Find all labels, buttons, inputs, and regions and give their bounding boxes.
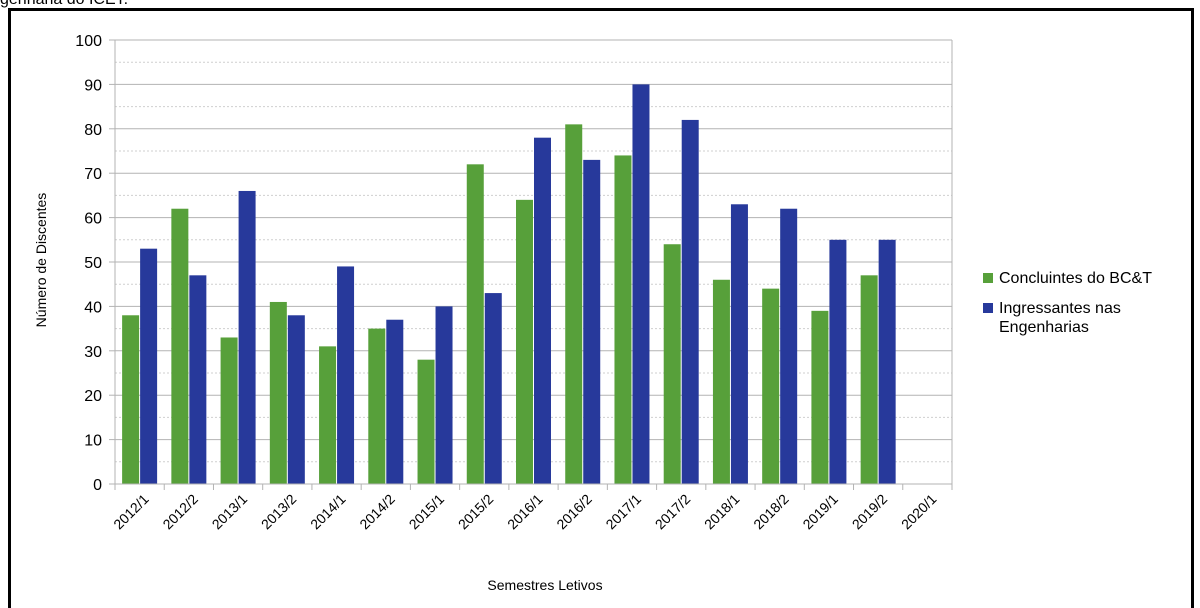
bar-ingressantes xyxy=(386,319,404,484)
bar-ingressantes xyxy=(238,190,256,484)
bar-concluintes xyxy=(368,328,386,484)
legend-label: Concluintes do BC&T xyxy=(999,270,1152,287)
bar-ingressantes xyxy=(878,239,896,484)
x-tick-label: 2017/2 xyxy=(652,491,694,533)
x-tick-label: 2012/2 xyxy=(159,491,201,533)
bar-ingressantes xyxy=(829,239,847,484)
legend-swatch xyxy=(983,303,993,313)
x-tick-label: 2019/2 xyxy=(849,491,891,533)
y-tick-label: 60 xyxy=(84,211,102,228)
x-tick-label: 2018/2 xyxy=(750,491,792,533)
x-tick-label: 2017/1 xyxy=(602,491,644,533)
x-tick-label: 2016/1 xyxy=(504,491,546,533)
bar-ingressantes xyxy=(681,119,699,485)
y-tick-label: 10 xyxy=(84,433,102,450)
bar-ingressantes xyxy=(534,137,551,484)
x-tick-labels: 2012/1 2012/2 2013/1 2013/2 2014/1 2014/2 2015… xyxy=(110,491,940,533)
x-axis-label: Semestres Letivos xyxy=(487,577,602,593)
bar-concluintes xyxy=(762,288,780,484)
y-axis-label: Número de Discentes xyxy=(33,193,49,328)
legend-label: Ingressantes nas xyxy=(999,300,1121,317)
bar-concluintes xyxy=(811,310,829,484)
legend-label: Engenharias xyxy=(999,319,1089,336)
bar-ingressantes xyxy=(140,248,158,484)
y-tick-label: 80 xyxy=(84,122,102,139)
y-tick-label: 30 xyxy=(84,344,102,361)
y-tick-label: 20 xyxy=(84,388,102,405)
axes xyxy=(109,39,953,490)
bar-concluintes xyxy=(171,208,189,484)
x-tick-label: 2014/1 xyxy=(307,491,349,533)
bar-concluintes xyxy=(319,346,337,484)
x-tick-label: 2014/2 xyxy=(356,491,398,533)
y-tick-label: 70 xyxy=(84,166,102,183)
x-tick-label: 2020/1 xyxy=(898,491,940,533)
bar-ingressantes xyxy=(780,208,798,484)
bar-concluintes xyxy=(565,124,583,485)
bar-ingressantes xyxy=(583,159,601,484)
bar-concluintes xyxy=(122,315,140,484)
bar-concluintes xyxy=(466,164,484,484)
bar-concluintes xyxy=(516,199,533,484)
legend-swatch xyxy=(983,273,993,283)
y-tick-label: 90 xyxy=(84,77,102,94)
legend: Concluintes do BC&T Ingressantes nas Engen… xyxy=(983,270,1152,336)
x-tick-label: 2015/2 xyxy=(455,491,497,533)
bar-ingressantes xyxy=(632,84,650,485)
bar-concluintes xyxy=(220,337,238,484)
x-tick-label: 2019/1 xyxy=(799,491,841,533)
bar-concluintes xyxy=(663,244,681,484)
bar-ingressantes xyxy=(435,306,453,484)
y-tick-label: 40 xyxy=(84,299,102,316)
x-tick-label: 2012/1 xyxy=(110,491,152,533)
bar-concluintes xyxy=(269,301,287,484)
bars xyxy=(122,84,896,485)
y-tick-label: 100 xyxy=(75,33,102,50)
x-tick-label: 2015/1 xyxy=(406,491,448,533)
y-tick-labels: 0 10 20 30 40 50 60 70 80 90 100 xyxy=(75,33,102,494)
caption-fragment: genharia do ICET. xyxy=(0,0,128,9)
x-tick-label: 2013/1 xyxy=(209,491,251,533)
bar-concluintes xyxy=(417,359,435,484)
bar-ingressantes xyxy=(287,315,305,484)
bar-concluintes xyxy=(712,279,730,484)
y-tick-label: 50 xyxy=(84,255,102,272)
bar-ingressantes xyxy=(730,204,748,484)
x-tick-label: 2016/2 xyxy=(553,491,595,533)
y-tick-label: 0 xyxy=(93,477,102,494)
x-tick-label: 2018/1 xyxy=(701,491,743,533)
bar-ingressantes xyxy=(189,275,207,484)
bar-ingressantes xyxy=(484,293,502,484)
bar-concluintes xyxy=(860,275,878,484)
bar-ingressantes xyxy=(337,266,355,484)
x-tick-label: 2013/2 xyxy=(258,491,300,533)
bar-concluintes xyxy=(614,155,632,484)
